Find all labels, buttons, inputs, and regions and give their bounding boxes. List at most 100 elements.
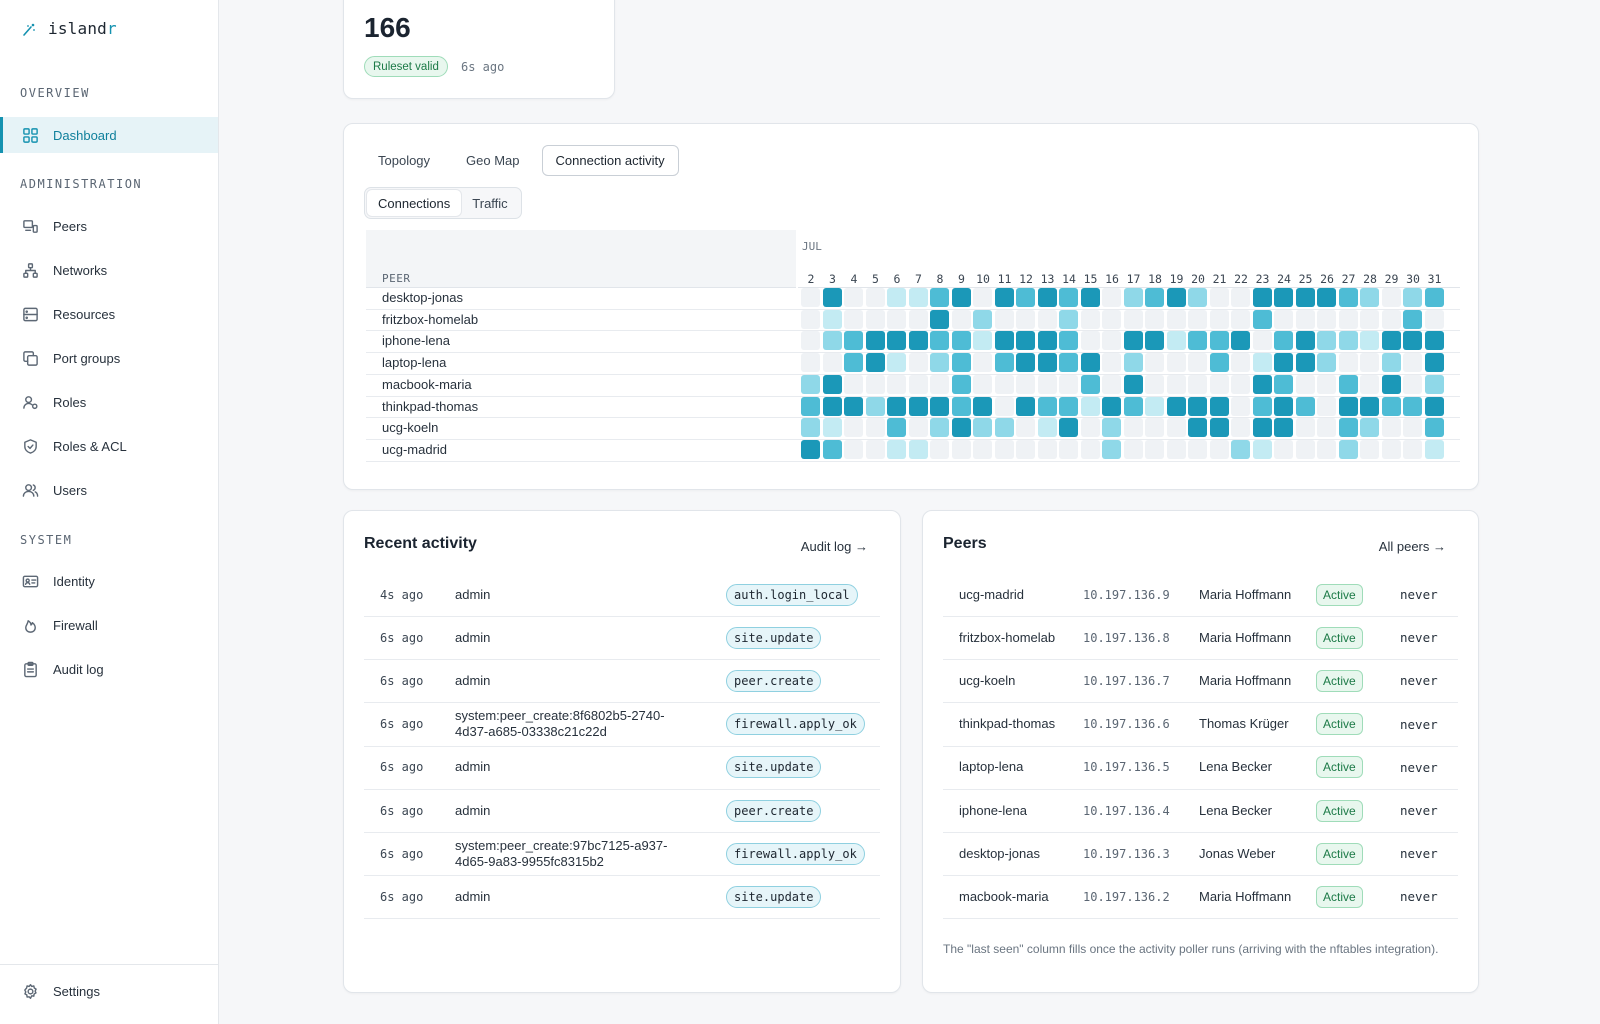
heatmap-cell[interactable] bbox=[1274, 309, 1293, 329]
subtab-traffic[interactable]: Traffic bbox=[472, 195, 508, 211]
sidebar-item-roles[interactable]: Roles bbox=[0, 384, 218, 420]
heatmap-cell[interactable] bbox=[1295, 353, 1315, 373]
heatmap-cell[interactable] bbox=[1059, 309, 1078, 329]
heatmap-cell[interactable] bbox=[930, 288, 949, 307]
heatmap-cell[interactable] bbox=[1252, 396, 1272, 416]
heatmap-cell[interactable] bbox=[1424, 374, 1444, 394]
heatmap-cell[interactable] bbox=[1059, 439, 1078, 459]
heatmap-cell[interactable] bbox=[973, 353, 992, 373]
heatmap-cell[interactable] bbox=[1188, 288, 1207, 307]
heatmap-cell[interactable] bbox=[822, 374, 842, 394]
heatmap-cell[interactable] bbox=[1016, 288, 1035, 307]
heatmap-cell[interactable] bbox=[1381, 374, 1401, 394]
heatmap-cell[interactable] bbox=[844, 288, 863, 307]
heatmap-cell[interactable] bbox=[1274, 418, 1293, 438]
heatmap-cell[interactable] bbox=[1295, 309, 1315, 329]
heatmap-cell[interactable] bbox=[1360, 331, 1379, 351]
heatmap-cell[interactable] bbox=[1252, 331, 1272, 351]
heatmap-cell[interactable] bbox=[1166, 331, 1186, 351]
peer-row[interactable]: fritzbox-homelab 10.197.136.8 Maria Hoffma… bbox=[943, 616, 1458, 661]
heatmap-cell[interactable] bbox=[1080, 309, 1100, 329]
heatmap-cell[interactable] bbox=[973, 439, 992, 459]
heatmap-cell[interactable] bbox=[1381, 439, 1401, 459]
heatmap-cell[interactable] bbox=[801, 396, 820, 416]
activity-row[interactable]: 6s ago admin site.update bbox=[364, 746, 880, 790]
heatmap-cell[interactable] bbox=[1188, 309, 1207, 329]
heatmap-cell[interactable] bbox=[1209, 418, 1229, 438]
heatmap-cell[interactable] bbox=[930, 396, 949, 416]
heatmap-cell[interactable] bbox=[1080, 288, 1100, 307]
heatmap-cell[interactable] bbox=[1231, 374, 1250, 394]
heatmap-cell[interactable] bbox=[994, 374, 1014, 394]
heatmap-cell[interactable] bbox=[1145, 439, 1164, 459]
heatmap-cell[interactable] bbox=[1166, 418, 1186, 438]
heatmap-cell[interactable] bbox=[1145, 309, 1164, 329]
heatmap-cell[interactable] bbox=[1274, 374, 1293, 394]
heatmap-cell[interactable] bbox=[1231, 439, 1250, 459]
heatmap-cell[interactable] bbox=[1360, 353, 1379, 373]
heatmap-cell[interactable] bbox=[1145, 418, 1164, 438]
heatmap-cell[interactable] bbox=[1424, 288, 1444, 307]
heatmap-cell[interactable] bbox=[1295, 418, 1315, 438]
heatmap-cell[interactable] bbox=[1016, 309, 1035, 329]
heatmap-cell[interactable] bbox=[1209, 396, 1229, 416]
heatmap-cell[interactable] bbox=[844, 309, 863, 329]
heatmap-cell[interactable] bbox=[1145, 288, 1164, 307]
heatmap-cell[interactable] bbox=[1403, 439, 1422, 459]
heatmap-cell[interactable] bbox=[1102, 331, 1121, 351]
heatmap-cell[interactable] bbox=[822, 439, 842, 459]
heatmap-cell[interactable] bbox=[930, 309, 949, 329]
heatmap-cell[interactable] bbox=[1188, 374, 1207, 394]
heatmap-cell[interactable] bbox=[1166, 396, 1186, 416]
heatmap-cell[interactable] bbox=[1123, 288, 1143, 307]
sidebar-item-networks[interactable]: Networks bbox=[0, 252, 218, 288]
heatmap-cell[interactable] bbox=[1403, 331, 1422, 351]
heatmap-cell[interactable] bbox=[1424, 396, 1444, 416]
heatmap-cell[interactable] bbox=[951, 396, 971, 416]
activity-row[interactable]: 4s ago admin auth.login_local bbox=[364, 573, 880, 617]
heatmap-cell[interactable] bbox=[801, 309, 820, 329]
heatmap-cell[interactable] bbox=[865, 396, 885, 416]
heatmap-cell[interactable] bbox=[994, 418, 1014, 438]
heatmap-cell[interactable] bbox=[865, 353, 885, 373]
heatmap-cell[interactable] bbox=[1252, 353, 1272, 373]
heatmap-cell[interactable] bbox=[1424, 439, 1444, 459]
heatmap-cell[interactable] bbox=[1317, 439, 1336, 459]
heatmap-cell[interactable] bbox=[1231, 353, 1250, 373]
heatmap-cell[interactable] bbox=[908, 309, 928, 329]
heatmap-cell[interactable] bbox=[801, 288, 820, 307]
heatmap-cell[interactable] bbox=[1209, 331, 1229, 351]
heatmap-cell[interactable] bbox=[1209, 439, 1229, 459]
heatmap-cell[interactable] bbox=[1252, 374, 1272, 394]
heatmap-cell[interactable] bbox=[1381, 288, 1401, 307]
heatmap-cell[interactable] bbox=[951, 309, 971, 329]
heatmap-cell[interactable] bbox=[1209, 374, 1229, 394]
heatmap-cell[interactable] bbox=[801, 331, 820, 351]
heatmap-cell[interactable] bbox=[1166, 309, 1186, 329]
sidebar-item-port-groups[interactable]: Port groups bbox=[0, 340, 218, 376]
heatmap-cell[interactable] bbox=[1274, 396, 1293, 416]
activity-row[interactable]: 6s ago admin site.update bbox=[364, 875, 880, 920]
heatmap-cell[interactable] bbox=[1166, 374, 1186, 394]
heatmap-cell[interactable] bbox=[1102, 418, 1121, 438]
heatmap-cell[interactable] bbox=[1317, 396, 1336, 416]
all-peers-link[interactable]: All peers → bbox=[1378, 539, 1446, 554]
heatmap-cell[interactable] bbox=[1059, 288, 1078, 307]
heatmap-cell[interactable] bbox=[1295, 396, 1315, 416]
audit-log-link[interactable]: Audit log → bbox=[800, 539, 868, 554]
heatmap-cell[interactable] bbox=[1123, 396, 1143, 416]
heatmap-cell[interactable] bbox=[908, 353, 928, 373]
heatmap-cell[interactable] bbox=[844, 418, 863, 438]
heatmap-cell[interactable] bbox=[1016, 439, 1035, 459]
heatmap-cell[interactable] bbox=[1424, 353, 1444, 373]
heatmap-cell[interactable] bbox=[1080, 374, 1100, 394]
heatmap-cell[interactable] bbox=[1037, 353, 1057, 373]
heatmap-cell[interactable] bbox=[1080, 353, 1100, 373]
heatmap-cell[interactable] bbox=[887, 396, 906, 416]
heatmap-cell[interactable] bbox=[1381, 418, 1401, 438]
peer-row[interactable]: ucg-koeln 10.197.136.7 Maria Hoffmann Activ… bbox=[943, 659, 1458, 704]
heatmap-cell[interactable] bbox=[1403, 374, 1422, 394]
heatmap-cell[interactable] bbox=[865, 331, 885, 351]
heatmap-cell[interactable] bbox=[1102, 353, 1121, 373]
heatmap-cell[interactable] bbox=[822, 418, 842, 438]
